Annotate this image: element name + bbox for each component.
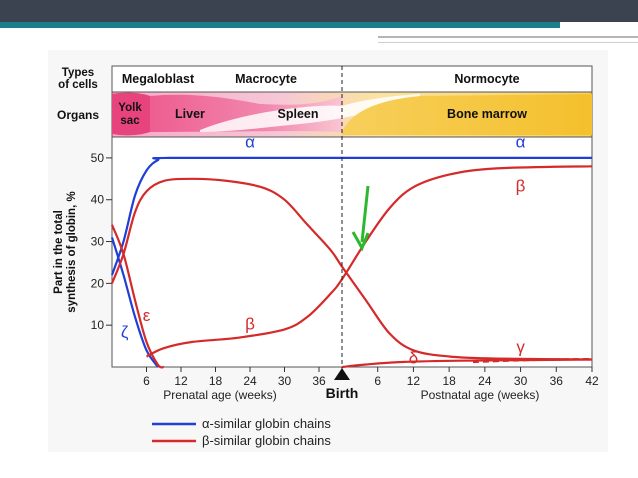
series-label: β: [245, 314, 255, 333]
x-tick-label: 18: [209, 374, 223, 388]
x-axis-postnatal-title: Postnatal age (weeks): [421, 388, 540, 402]
y-tick-label: 50: [91, 151, 105, 165]
x-tick-label: 18: [442, 374, 456, 388]
series-label: γ: [516, 337, 525, 356]
cell-type-megaloblast: Megaloblast: [122, 72, 195, 86]
y-axis: 10 20 30 40 50: [91, 151, 112, 332]
x-tick-label: 30: [514, 374, 528, 388]
y-tick-label: 10: [91, 318, 105, 332]
birth-triangle: [334, 368, 350, 380]
organ-spleen: Spleen: [278, 107, 319, 121]
series-label: α: [245, 132, 255, 151]
y-axis-title-1: Part in the total: [53, 210, 65, 294]
series-beta-line: [472, 358, 593, 364]
legend: α-similar globin chains β-similar globin…: [152, 416, 331, 448]
birth-label: Birth: [326, 385, 359, 401]
x-tick-label: 12: [407, 374, 421, 388]
x-axis: 6 12 18 24 30 36 6 12 18 24 30 36 42: [143, 367, 599, 388]
series-labels: α α β εζ β δ γ: [121, 132, 526, 367]
series-label: α: [516, 132, 526, 151]
types-label-2: of cells: [58, 79, 98, 91]
slide-accent-line: [378, 36, 638, 38]
spleen-region: [200, 94, 420, 132]
series-beta-line: [110, 224, 165, 369]
series-label: β: [516, 176, 526, 195]
x-tick-label: 42: [585, 374, 599, 388]
y-tick-label: 40: [91, 193, 105, 207]
cell-type-macrocyte: Macrocyte: [235, 72, 297, 86]
series-label: ζ: [121, 323, 129, 342]
x-tick-label: 24: [478, 374, 492, 388]
types-label-1: Types: [62, 67, 94, 79]
series-layer: [110, 156, 593, 369]
series-label: δ: [409, 349, 418, 368]
organ-bone-marrow: Bone marrow: [447, 107, 527, 121]
series-label: ε: [143, 306, 151, 325]
x-tick-label: 12: [174, 374, 188, 388]
y-tick-label: 30: [91, 235, 105, 249]
slide-accent-line-thin: [378, 42, 638, 43]
cell-type-normocyte: Normocyte: [454, 72, 519, 86]
slide-header-bar: [0, 0, 638, 22]
x-tick-label: 24: [243, 374, 257, 388]
cell-types-row: [111, 65, 593, 93]
x-tick-label: 30: [278, 374, 292, 388]
legend-beta-label: β-similar globin chains: [202, 433, 331, 448]
bone-marrow-region: [342, 94, 592, 135]
y-axis-title-2: synthesis of globin, %: [66, 191, 78, 312]
x-tick-label: 36: [312, 374, 326, 388]
x-tick-label: 6: [374, 374, 381, 388]
organ-liver: Liver: [175, 107, 205, 121]
organ-yolk-2: sac: [120, 115, 140, 127]
x-axis-prenatal-title: Prenatal age (weeks): [163, 388, 276, 402]
series-alpha-line: [110, 156, 592, 276]
slide-accent-teal: [0, 22, 560, 28]
x-tick-label: 36: [550, 374, 564, 388]
organ-yolk-1: Yolk: [118, 102, 142, 114]
series-beta-line: [146, 165, 593, 358]
organs-label: Organs: [57, 108, 99, 122]
legend-alpha-label: α-similar globin chains: [202, 416, 331, 431]
series-beta-line: [110, 177, 593, 361]
yolk-sac-region: [112, 92, 150, 136]
green-arrow: [351, 185, 370, 252]
x-tick-label: 6: [143, 374, 150, 388]
y-tick-label: 20: [91, 276, 105, 290]
plot-area: [111, 136, 593, 368]
